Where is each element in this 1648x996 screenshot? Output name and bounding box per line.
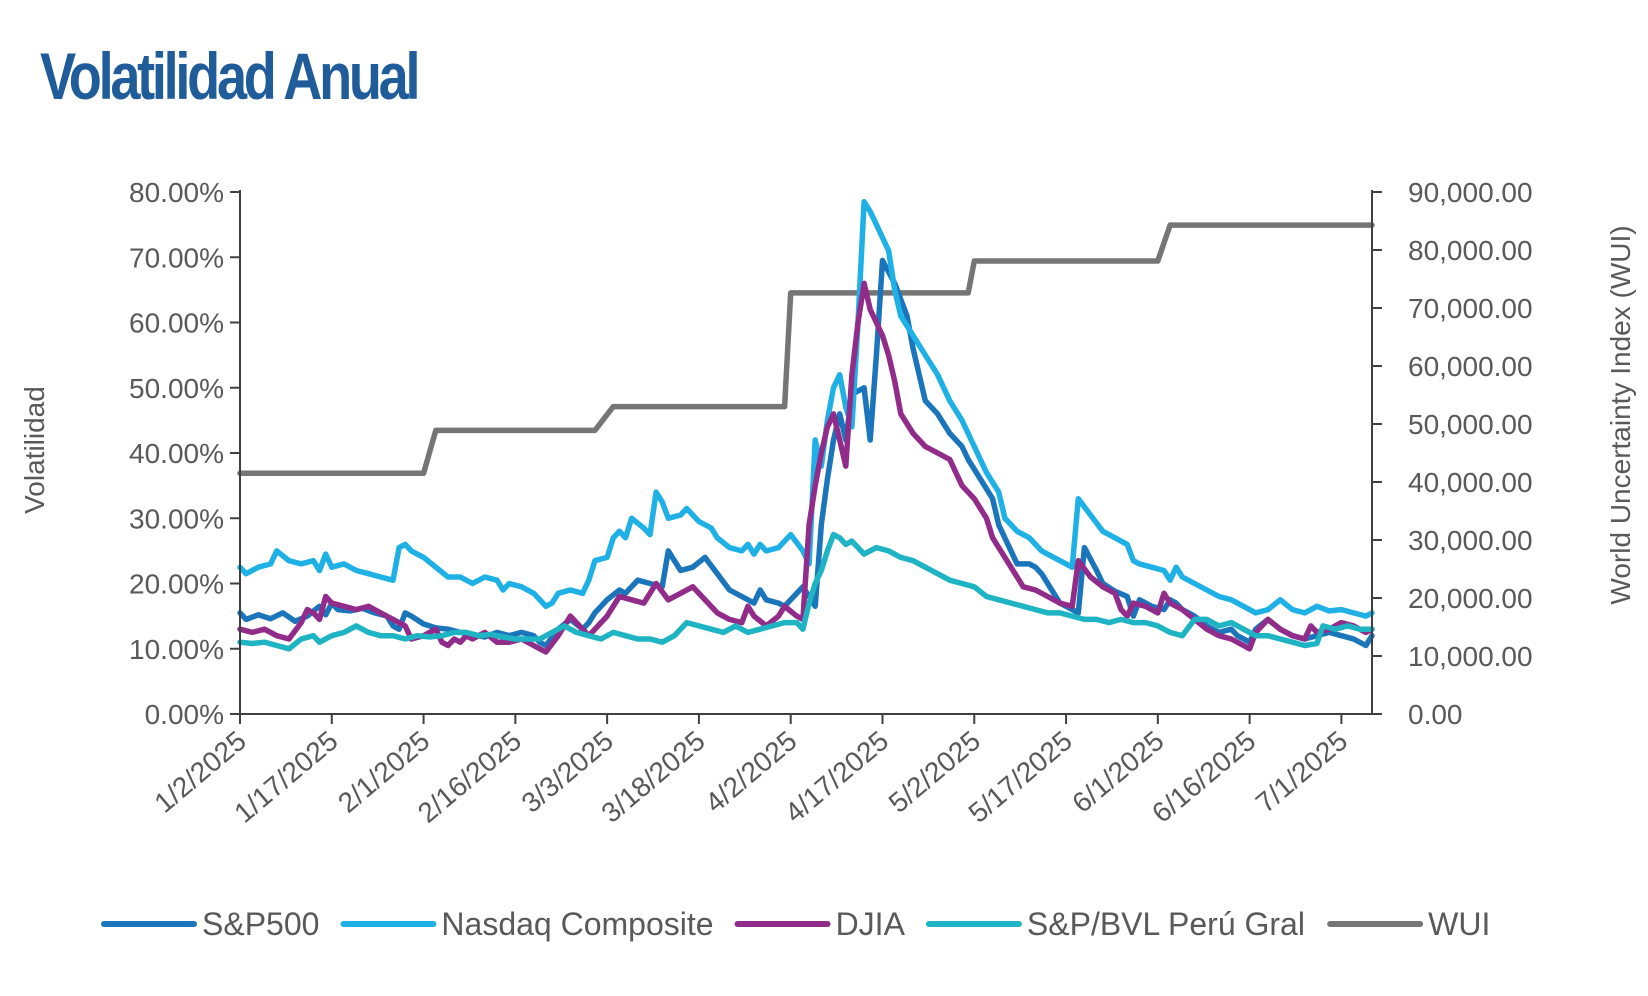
y2-tick-label: 30,000.00 bbox=[1408, 525, 1533, 556]
series-line-nasdaq-composite bbox=[237, 199, 1375, 619]
x-tick-label: 6/16/2025 bbox=[1146, 725, 1261, 829]
tick-labels: 0.00% 10.00% 20.00% 30.00% 40.00% 50.00% 60.00… bbox=[129, 177, 1533, 829]
page-title: Volatilidad Anual bbox=[40, 39, 421, 113]
y2-tick-label: 80,000.00 bbox=[1408, 235, 1533, 266]
y2-axis-title: World Uncertainty Index (WUI) bbox=[1605, 225, 1636, 604]
x-tick-label: 7/1/2025 bbox=[1250, 725, 1353, 819]
y2-tick-label: 0.00 bbox=[1408, 699, 1463, 730]
plot-lines bbox=[237, 199, 1375, 655]
y-tick-label: 40.00% bbox=[129, 438, 224, 469]
y-tick-label: 60.00% bbox=[129, 308, 224, 339]
legend-label-nasdaq-composite: Nasdaq Composite bbox=[441, 906, 713, 942]
y2-tick-label: 90,000.00 bbox=[1408, 177, 1533, 208]
y-tick-label: 50.00% bbox=[129, 373, 224, 404]
legend-label-wui: WUI bbox=[1428, 906, 1490, 942]
y2-tick-label: 60,000.00 bbox=[1408, 351, 1533, 382]
y-tick-label: 0.00% bbox=[145, 699, 224, 730]
x-tick-label: 4/17/2025 bbox=[779, 725, 894, 829]
y2-tick-label: 50,000.00 bbox=[1408, 409, 1533, 440]
x-tick-label: 1/17/2025 bbox=[228, 725, 343, 829]
y-tick-label: 10.00% bbox=[129, 634, 224, 665]
legend: S&P500 Nasdaq Composite DJIA S&P/BVL Perú G… bbox=[101, 906, 1490, 942]
x-tick-label: 3/18/2025 bbox=[595, 725, 710, 829]
x-tick-label: 5/17/2025 bbox=[963, 725, 1078, 829]
series-line-s-p500 bbox=[237, 257, 1375, 649]
y2-tick-label: 20,000.00 bbox=[1408, 583, 1533, 614]
y2-tick-label: 70,000.00 bbox=[1408, 293, 1533, 324]
series-line-wui bbox=[237, 222, 1375, 477]
x-tick-label: 2/16/2025 bbox=[412, 725, 527, 829]
y-tick-label: 30.00% bbox=[129, 503, 224, 534]
legend-label-djia: DJIA bbox=[836, 906, 906, 942]
y2-tick-label: 10,000.00 bbox=[1408, 641, 1533, 672]
legend-label-s-p500: S&P500 bbox=[202, 906, 319, 942]
legend-label-s-p-bvl-per-gral: S&P/BVL Perú Gral bbox=[1027, 906, 1305, 942]
y2-tick-label: 40,000.00 bbox=[1408, 467, 1533, 498]
y-tick-label: 70.00% bbox=[129, 242, 224, 273]
series-line-djia bbox=[237, 280, 1375, 655]
y-axis-title: Volatilidad bbox=[19, 386, 50, 514]
y-tick-label: 80.00% bbox=[129, 177, 224, 208]
axes bbox=[230, 190, 1382, 724]
y-tick-label: 20.00% bbox=[129, 569, 224, 600]
series-line-s-p-bvl-per-gral bbox=[237, 531, 1375, 652]
